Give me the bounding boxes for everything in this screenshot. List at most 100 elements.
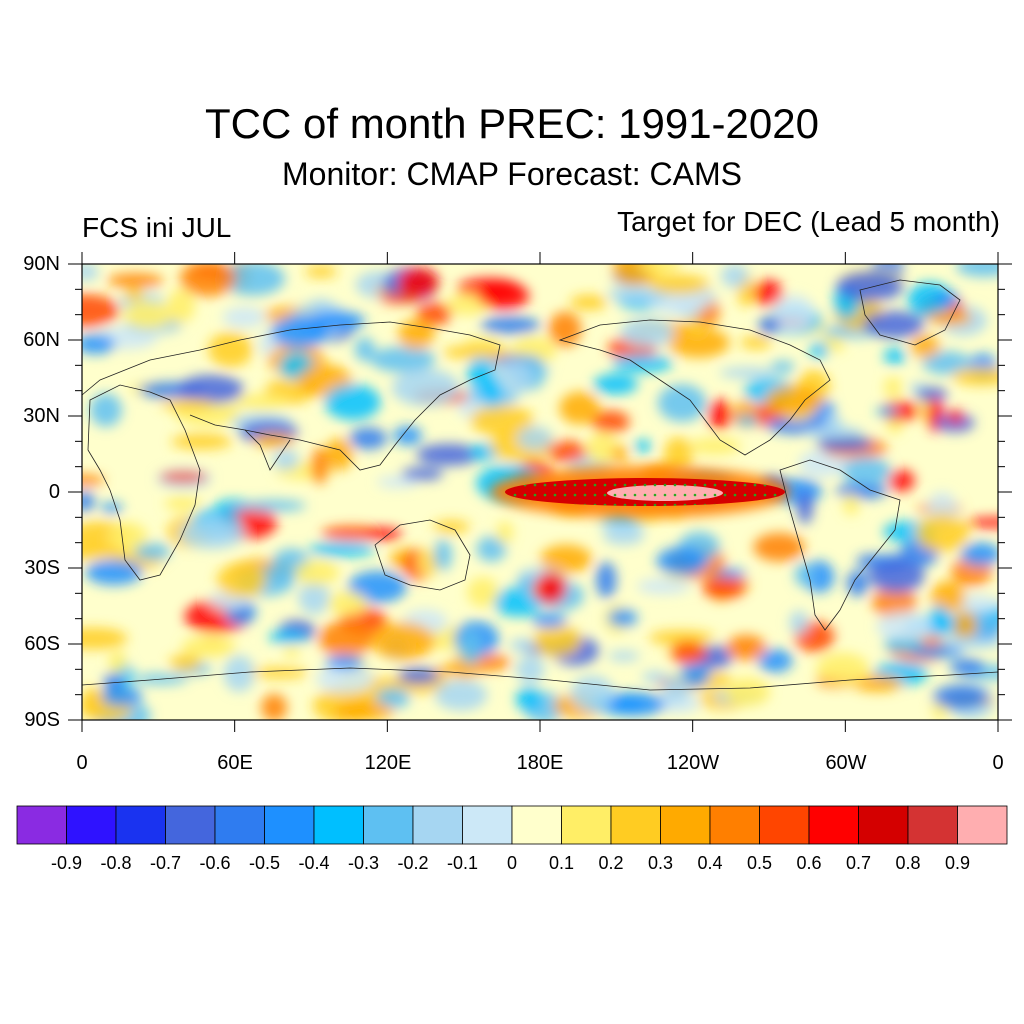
correlation-patch	[758, 317, 780, 335]
colorbar-label: -0.7	[149, 853, 182, 873]
correlation-patch	[416, 443, 482, 466]
correlation-patch	[223, 655, 255, 692]
correlation-patch	[82, 334, 116, 355]
colorbar-swatch	[165, 805, 216, 845]
correlation-patch	[216, 562, 267, 598]
correlation-patch	[670, 641, 707, 665]
correlation-patch	[401, 467, 444, 481]
correlation-patch	[166, 289, 196, 323]
correlation-patch	[325, 438, 353, 471]
correlation-patch	[533, 624, 582, 657]
colorbar	[16, 805, 1008, 845]
correlation-patch	[803, 426, 864, 439]
correlation-patch	[85, 559, 143, 586]
correlation-patch	[934, 291, 960, 306]
correlation-patch	[938, 636, 998, 649]
colorbar-swatch	[214, 805, 265, 845]
correlation-patch	[252, 432, 294, 448]
correlation-patch	[272, 449, 300, 471]
colorbar-label: -0.4	[298, 853, 330, 873]
colorbar-label: -0.8	[100, 853, 132, 873]
colorbar-label: 0.9	[944, 853, 971, 873]
correlation-patch	[930, 581, 966, 613]
correlation-patch	[719, 367, 777, 379]
correlation-patch	[916, 387, 948, 402]
correlation-field	[82, 264, 998, 720]
correlation-patch	[843, 493, 860, 516]
correlation-patch	[82, 474, 105, 486]
lat-label-60s: 60S	[24, 633, 60, 655]
correlation-patch	[433, 539, 453, 571]
target-lead-label: Target for DEC (Lead 5 month)	[617, 206, 1000, 237]
correlation-patch	[100, 502, 123, 513]
colorbar-label: -0.1	[446, 853, 479, 873]
correlation-patch	[794, 563, 815, 587]
correlation-patch	[216, 499, 251, 512]
correlation-patch	[107, 273, 164, 288]
correlation-patch	[208, 332, 253, 368]
correlation-patch	[82, 264, 99, 281]
colorbar-label: 0.5	[746, 853, 773, 873]
lon-label-0: 0	[76, 752, 88, 774]
correlation-patch	[641, 671, 668, 683]
colorbar-swatch	[759, 805, 810, 845]
lon-label-60w: 60W	[825, 752, 867, 774]
correlation-patch	[872, 586, 917, 618]
correlation-patch	[951, 367, 998, 386]
correlation-patch	[316, 664, 375, 694]
correlation-patch	[123, 300, 172, 330]
colorbar-swatch	[660, 805, 711, 845]
correlation-patch	[179, 264, 236, 297]
correlation-patch	[816, 652, 870, 684]
correlation-patch	[318, 620, 373, 658]
colorbar-label: 0.6	[796, 853, 822, 873]
correlation-patch	[370, 346, 436, 373]
correlation-patch	[570, 294, 608, 311]
correlation-patch	[82, 542, 123, 560]
correlation-patch	[809, 342, 829, 359]
lon-label-120w: 120W	[666, 752, 720, 774]
correlation-patch	[883, 376, 903, 398]
correlation-patch	[648, 630, 715, 646]
correlation-patch	[304, 265, 338, 278]
correlation-patch	[349, 427, 388, 450]
coastlines	[82, 279, 998, 691]
correlation-patch	[220, 264, 285, 296]
correlation-patch	[517, 576, 535, 590]
correlation-patch	[863, 310, 924, 339]
correlation-patch	[648, 274, 710, 295]
correlation-patch	[397, 667, 440, 685]
correlation-patch	[178, 518, 245, 550]
correlation-patch	[702, 577, 746, 599]
correlation-patch	[477, 281, 530, 310]
correlation-patch	[842, 456, 891, 486]
correlation-patch	[324, 384, 381, 421]
correlation-patch	[929, 605, 950, 635]
correlation-patch	[327, 591, 367, 617]
correlation-patch	[234, 393, 290, 410]
correlation-patch	[496, 521, 514, 544]
correlation-patch	[433, 664, 488, 676]
colorbar-swatch	[561, 805, 612, 845]
correlation-patch	[181, 636, 237, 658]
correlation-patch	[770, 360, 795, 373]
correlation-patch	[531, 613, 567, 629]
correlation-patch	[509, 638, 535, 652]
correlation-patch	[516, 426, 553, 451]
lat-label-30n: 30N	[23, 405, 60, 427]
correlation-patch	[459, 629, 482, 665]
correlation-patch	[846, 570, 869, 597]
correlation-patch	[89, 393, 122, 427]
map-subtitle: Monitor: CMAP Forecast: CAMS	[282, 156, 742, 192]
correlation-patch	[966, 517, 998, 528]
correlation-patch	[100, 686, 143, 707]
lon-label-0-east: 0	[992, 752, 1004, 774]
correlation-patch	[587, 431, 618, 467]
colorbar-swatch	[264, 805, 315, 845]
correlation-patch	[310, 447, 329, 485]
correlation-patch	[435, 679, 488, 711]
correlation-patch	[377, 476, 419, 488]
correlation-patch	[476, 536, 507, 562]
correlation-patch	[681, 660, 711, 687]
correlation-patch	[907, 282, 953, 318]
